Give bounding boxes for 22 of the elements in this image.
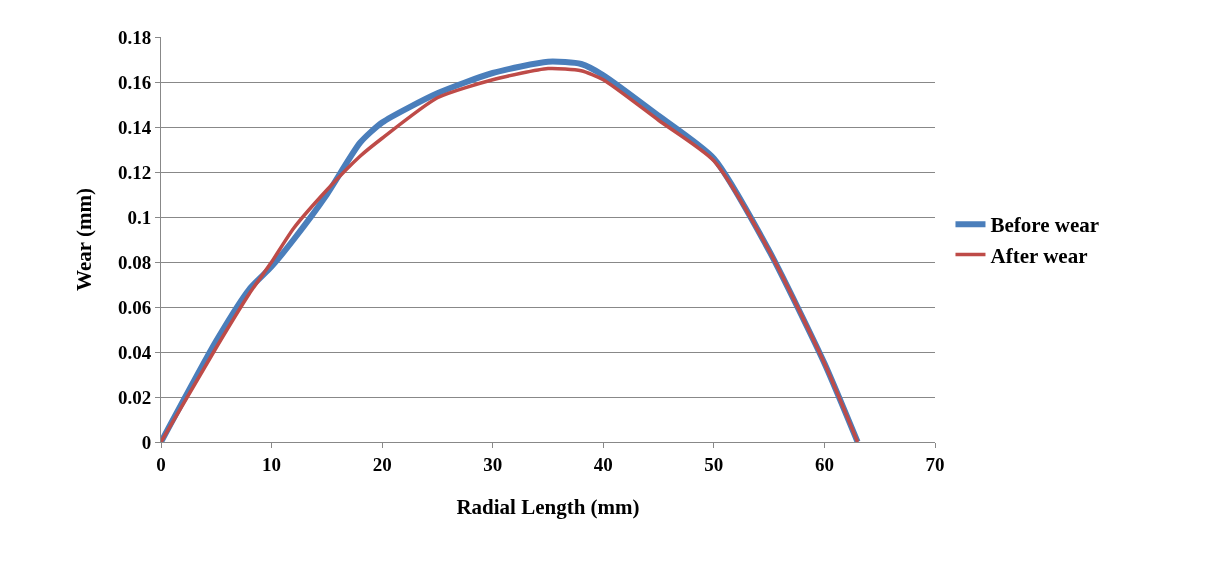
x-tick-label: 50 bbox=[704, 453, 724, 475]
x-tick-label: 70 bbox=[925, 453, 945, 475]
y-tick-label: 0.14 bbox=[117, 116, 152, 138]
legend-label: After wear bbox=[990, 243, 1088, 268]
y-axis-title: Wear (mm) bbox=[72, 188, 97, 291]
y-tick-label: 0.02 bbox=[117, 386, 152, 408]
y-tick-label: 0.08 bbox=[117, 251, 152, 273]
y-tick-label: 0.12 bbox=[117, 161, 152, 183]
x-tick-label: 0 bbox=[156, 453, 166, 475]
x-tick-label: 10 bbox=[262, 453, 282, 475]
x-tick-label: 60 bbox=[814, 453, 834, 475]
y-tick-label: 0.06 bbox=[117, 296, 152, 318]
y-tick-label: 0.18 bbox=[117, 26, 152, 48]
y-tick-label: 0 bbox=[141, 431, 152, 453]
y-tick-label: 0.1 bbox=[127, 206, 152, 228]
x-tick-label: 30 bbox=[483, 453, 503, 475]
y-tick-label: 0.16 bbox=[117, 71, 152, 93]
y-tick-label: 0.04 bbox=[117, 341, 152, 363]
x-axis-title: Radial Length (mm) bbox=[456, 495, 640, 519]
x-tick-label: 40 bbox=[593, 453, 613, 475]
x-tick-label: 20 bbox=[372, 453, 392, 475]
legend-label: Before wear bbox=[990, 213, 1100, 238]
